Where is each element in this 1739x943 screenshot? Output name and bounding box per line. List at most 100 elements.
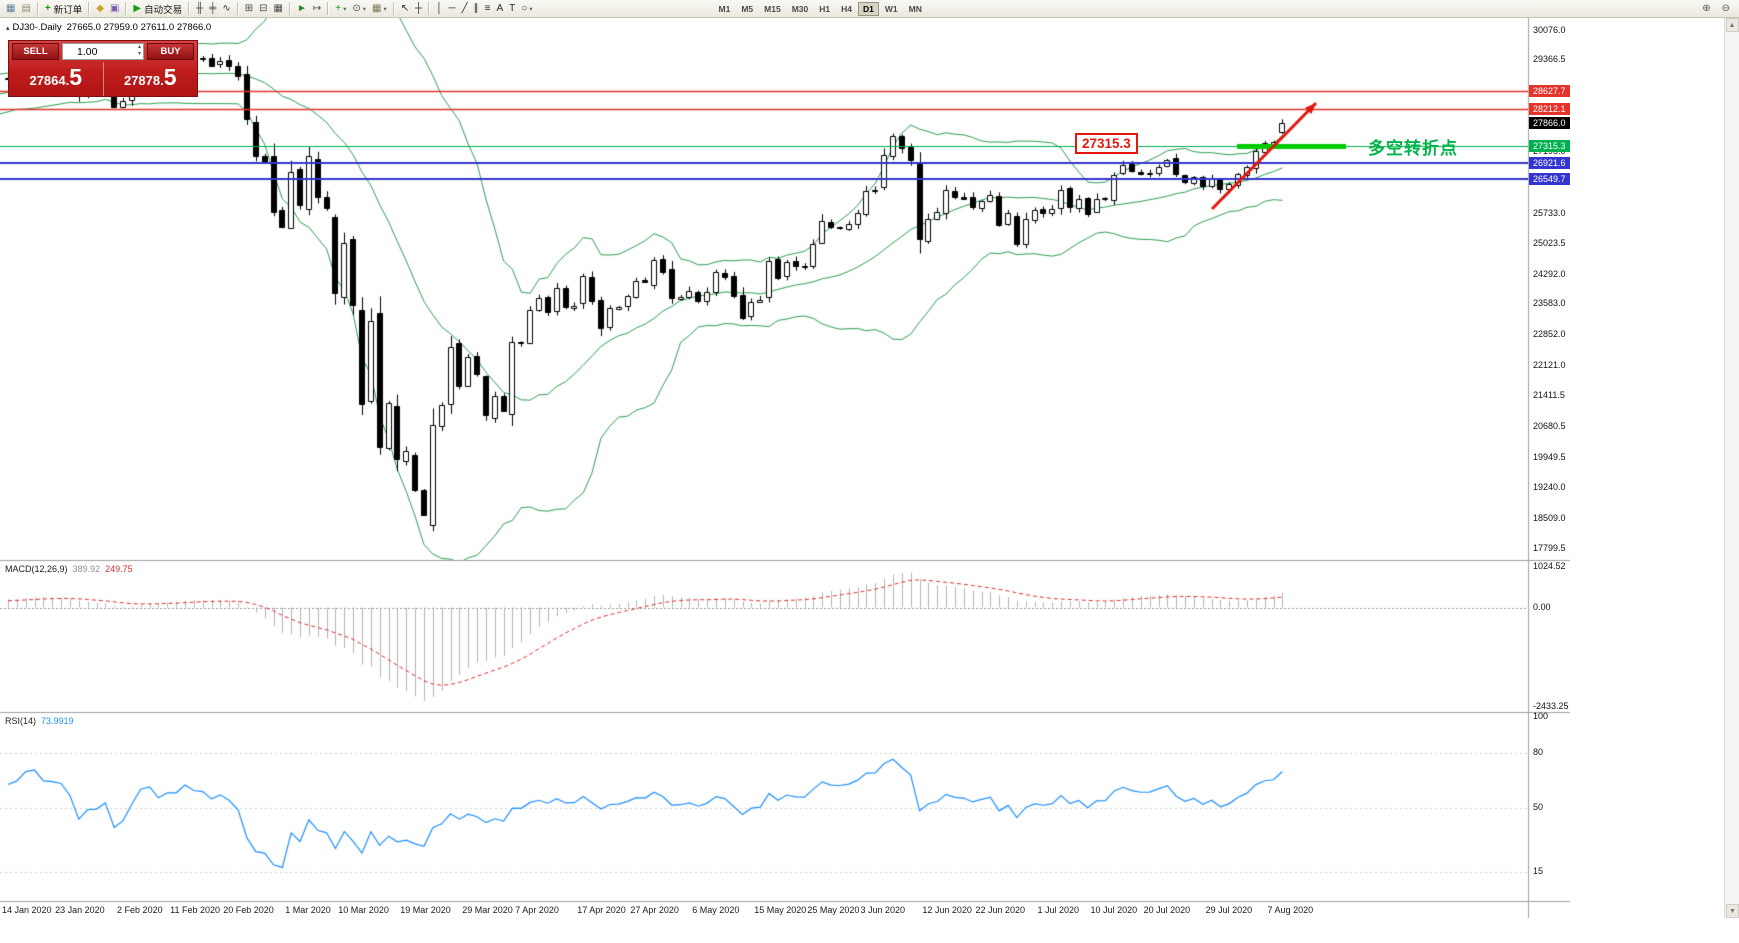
zoom-in-icon[interactable]: ⊞ (244, 2, 254, 14)
toolbar-right-group: ⊕ ⊖ (1699, 1, 1733, 17)
templates-dropdown[interactable]: ▦ ▾ (372, 2, 387, 14)
date-tick: 20 Feb 2020 (223, 905, 274, 915)
cursor-icon[interactable]: ↖ (400, 2, 410, 14)
date-tick: 12 Jun 2020 (922, 905, 972, 915)
text-icon[interactable]: A (496, 2, 504, 14)
rsi-tick: 100 (1533, 710, 1549, 721)
sell-button[interactable]: SELL (12, 43, 59, 60)
toolbar-separator (392, 2, 395, 15)
date-tick: 10 Mar 2020 (338, 905, 389, 915)
price-line-label: 26921.6 (1529, 157, 1570, 170)
sell-price[interactable]: 27864.5 (9, 61, 104, 96)
timeframe-m30[interactable]: M30 (791, 3, 809, 14)
buy-button[interactable]: BUY (147, 43, 194, 60)
periods-dropdown[interactable]: ⊙ ▾ (352, 2, 367, 14)
macd-tick: 0.00 (1533, 602, 1551, 612)
chart-shift-icon[interactable]: ↦ (312, 2, 322, 14)
price-line-label: 27866.0 (1529, 117, 1570, 130)
profiles-icon[interactable]: ▤ (21, 2, 31, 14)
price-tick: 18509.0 (1533, 512, 1566, 523)
price-tick: 25733.0 (1533, 207, 1566, 218)
turning-point-annotation[interactable]: 多空转折点 (1368, 139, 1458, 158)
zoom-out-icon[interactable]: ⊟ (259, 2, 268, 14)
collapse-panel-icon[interactable]: ▴ (6, 25, 10, 32)
volume-value: 1.00 (77, 45, 98, 58)
price-tick: 25023.5 (1533, 237, 1566, 248)
price-line-label: 28212.1 (1529, 102, 1570, 115)
crosshair-icon[interactable]: ┼ (415, 2, 423, 14)
price-line-label: 26549.7 (1529, 172, 1570, 185)
new-order-button[interactable]: + 新订单 (44, 2, 83, 16)
rsi-tick: 15 (1533, 866, 1544, 877)
date-tick: 3 Jun 2020 (860, 905, 905, 915)
horizontal-line-icon[interactable]: ─ (448, 2, 456, 14)
date-tick: 14 Jan 2020 (2, 905, 52, 915)
zoom-out-magnifier-icon[interactable]: ⊖ (1721, 2, 1730, 14)
spin-down-icon[interactable]: ▾ (137, 51, 141, 57)
date-tick: 2 Feb 2020 (117, 905, 163, 915)
price-tick: 22852.0 (1533, 329, 1566, 340)
date-tick: 29 Mar 2020 (462, 905, 513, 915)
line-chart-mode-icon[interactable]: ∿ (222, 2, 231, 14)
vertical-scrollbar[interactable]: ▲ ▼ (1724, 18, 1739, 918)
date-tick: 23 Jan 2020 (55, 905, 105, 915)
new-chart-icon[interactable]: ▦ (6, 2, 16, 14)
timeframe-d1[interactable]: D1 (858, 1, 879, 16)
timeframe-group: M1 M5 M15 M30 H1 H4 D1 W1 MN (714, 1, 927, 16)
tile-windows-icon[interactable]: ▦ (273, 2, 283, 14)
timeframe-mn[interactable]: MN (908, 3, 922, 14)
timeframe-m1[interactable]: M1 (718, 3, 731, 14)
timeframe-h4[interactable]: H4 (841, 3, 852, 14)
date-tick: 1 Jul 2020 (1037, 905, 1079, 915)
ohlc-values: 27665.0 27959.0 27611.0 27866.0 (66, 22, 212, 33)
scroll-down-button[interactable]: ▼ (1726, 904, 1739, 918)
date-tick: 27 Apr 2020 (630, 905, 679, 915)
macd-tick: 1024.52 (1533, 560, 1566, 571)
autotrading-button[interactable]: ▶ 自动交易 (133, 2, 183, 16)
macd-indicator-label: MACD(12,26,9) 389.92 249.75 (5, 564, 133, 574)
volume-spin-arrows[interactable]: ▴ ▾ (138, 44, 141, 58)
label-icon[interactable]: T (509, 2, 516, 14)
chart-title: ▴ DJ30-.Daily 27665.0 27959.0 27611.0 2786… (6, 22, 211, 33)
trendline-icon[interactable]: ╱ (461, 2, 468, 14)
date-tick: 17 Apr 2020 (577, 905, 626, 915)
date-tick: 29 Jul 2020 (1205, 905, 1253, 915)
buy-price[interactable]: 27878.5 (123, 63, 177, 90)
candlestick-mode-icon[interactable]: ╪ (209, 2, 217, 14)
date-tick: 11 Feb 2020 (170, 905, 221, 915)
price-line-label: 27315.3 (1529, 140, 1570, 153)
price-annotation-label[interactable]: 27315.3 (1075, 133, 1138, 154)
fibonacci-icon[interactable]: ≡ (484, 2, 491, 14)
indicators-dropdown[interactable]: + ▾ (335, 2, 347, 14)
price-tick: 19240.0 (1533, 481, 1566, 492)
timeframe-m5[interactable]: M5 (741, 3, 754, 14)
zoom-in-magnifier-icon[interactable]: ⊕ (1702, 2, 1711, 14)
date-tick: 22 Jun 2020 (975, 905, 1026, 915)
bar-chart-mode-icon[interactable]: ╫ (196, 2, 204, 14)
timeframe-m15[interactable]: M15 (764, 3, 781, 14)
toolbar-separator (36, 2, 39, 15)
volume-stepper[interactable]: 1.00 ▴ ▾ (62, 43, 144, 60)
shapes-dropdown[interactable]: ○ ▾ (521, 2, 533, 14)
toolbar-separator (88, 2, 91, 15)
date-tick: 6 May 2020 (692, 905, 740, 915)
timeframe-w1[interactable]: W1 (884, 3, 898, 14)
timeframe-h1[interactable]: H1 (819, 3, 831, 14)
toolbar-separator (288, 2, 291, 15)
date-tick: 10 Jul 2020 (1090, 905, 1138, 915)
date-tick: 7 Apr 2020 (515, 905, 559, 915)
toolbar: ▦ ▤ + 新订单 ◆ ▣ ▶ 自动交易 ╫ ╪ ∿ ⊞ ⊟ ▦ ► ↦ + ▾ ⊙ ▾ ▦ ▾ ↖ ┼ │ ─ ╱ ∥ ≡ A T ○ ▾ M1… (0, 0, 1739, 18)
metaeditor-icon[interactable]: ◆ (96, 2, 104, 14)
spin-up-icon[interactable]: ▴ (137, 44, 141, 50)
strategy-tester-icon[interactable]: ▣ (109, 2, 120, 14)
macd-tick: -2433.25 (1533, 700, 1569, 711)
vertical-line-icon[interactable]: │ (436, 2, 443, 14)
auto-scroll-icon[interactable]: ► (296, 2, 307, 14)
scroll-up-button[interactable]: ▲ (1725, 18, 1739, 32)
toolbar-separator (428, 2, 431, 15)
price-tick: 19949.5 (1533, 451, 1566, 462)
toolbar-separator (188, 2, 191, 15)
channel-icon[interactable]: ∥ (473, 2, 479, 14)
rsi-tick: 80 (1533, 747, 1544, 758)
